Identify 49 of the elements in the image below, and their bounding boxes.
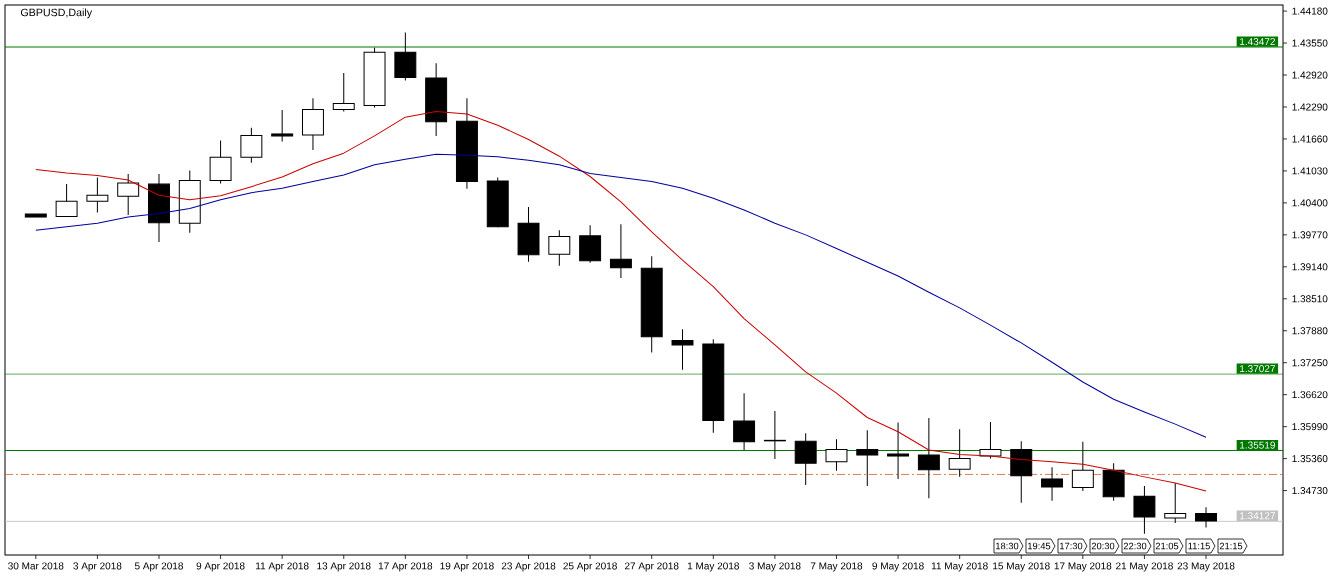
- x-tick-label: 1 May 2018: [687, 562, 739, 572]
- annotation: 21:05: [1155, 542, 1179, 550]
- ref-line-label: 1.34127: [1240, 512, 1275, 520]
- x-tick-label: 23 May 2018: [1177, 562, 1235, 572]
- x-tick-label: 3 May 2018: [749, 562, 801, 572]
- y-tick-label: 1.43550: [1292, 39, 1328, 47]
- ref-line-label: 1.37027: [1240, 365, 1275, 373]
- x-tick-label: 15 May 2018: [993, 562, 1050, 572]
- y-tick-label: 1.37880: [1292, 327, 1328, 335]
- x-tick-label: 3 Apr 2018: [73, 562, 122, 572]
- x-tick-label: 11 Apr 2018: [256, 562, 309, 572]
- y-tick-label: 1.44180: [1292, 7, 1328, 15]
- y-tick-label: 1.41660: [1292, 135, 1328, 143]
- annotation: 22:30: [1123, 542, 1147, 550]
- ref-line-label: 1.35519: [1240, 441, 1275, 449]
- x-tick-label: 17 Apr 2018: [378, 562, 433, 572]
- annotation: 11:15: [1188, 542, 1210, 550]
- y-tick-label: 1.39770: [1292, 231, 1328, 239]
- annotation: 20:30: [1091, 542, 1115, 550]
- chart-title: GBPUSD,Daily: [20, 8, 93, 19]
- annotation: 21:15: [1219, 542, 1243, 550]
- y-tick-label: 1.37250: [1292, 359, 1328, 367]
- annotation: 18:30: [996, 542, 1019, 550]
- x-tick-label: 27 Apr 2018: [624, 562, 679, 572]
- y-tick-label: 1.36620: [1292, 391, 1328, 399]
- y-tick-label: 1.38510: [1292, 295, 1328, 303]
- ref-line-label: 1.43472: [1240, 38, 1275, 46]
- y-tick-label: 1.35360: [1292, 455, 1328, 463]
- x-tick-label: 9 May 2018: [872, 562, 924, 572]
- y-tick-label: 1.39140: [1292, 263, 1328, 271]
- y-tick-label: 1.42290: [1292, 103, 1328, 111]
- x-tick-label: 5 Apr 2018: [134, 562, 183, 572]
- x-tick-label: 21 May 2018: [1116, 562, 1173, 572]
- x-tick-label: 13 Apr 2018: [317, 562, 371, 572]
- x-tick-label: 11 May 2018: [931, 562, 988, 572]
- y-tick-label: 1.40400: [1292, 199, 1328, 207]
- y-tick-label: 1.34730: [1292, 487, 1328, 495]
- x-tick-label: 19 Apr 2018: [440, 562, 494, 572]
- x-tick-label: 7 May 2018: [810, 562, 863, 572]
- x-tick-label: 17 May 2018: [1054, 562, 1112, 572]
- x-tick-label: 9 Apr 2018: [196, 562, 245, 572]
- y-tick-label: 1.42920: [1292, 71, 1328, 79]
- x-tick-label: 30 Mar 2018: [8, 562, 64, 570]
- x-tick-label: 23 Apr 2018: [501, 562, 556, 572]
- y-tick-label: 1.41030: [1292, 167, 1328, 175]
- x-tick-label: 25 Apr 2018: [563, 562, 617, 572]
- y-tick-label: 1.35990: [1292, 423, 1328, 431]
- annotation: 19:45: [1028, 542, 1051, 550]
- annotation: 17:30: [1060, 542, 1083, 550]
